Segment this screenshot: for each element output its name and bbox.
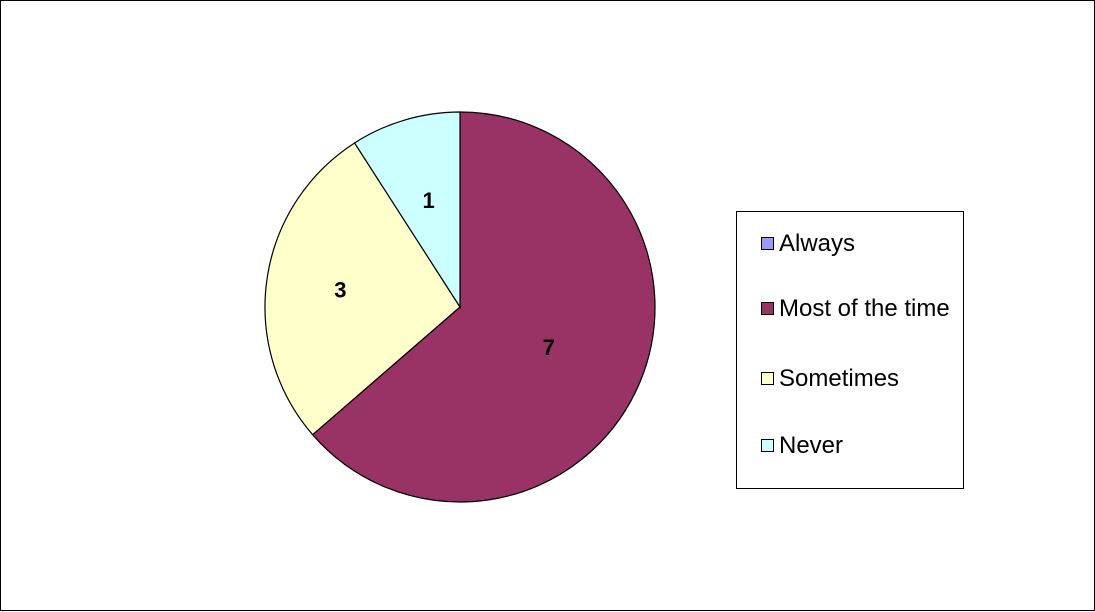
- legend-label-sometimes: Sometimes: [779, 365, 900, 392]
- legend-label-most-of-the-time: Most of the time: [779, 295, 950, 322]
- legend-label-never: Never: [779, 432, 844, 459]
- legend-label-always: Always: [779, 230, 856, 257]
- legend-swatch-most-of-the-time: [761, 302, 774, 315]
- legend-swatch-never: [761, 439, 774, 452]
- data-label-never: 1: [423, 188, 435, 213]
- legend: Always Most of the time Sometimes Never: [736, 211, 964, 489]
- pie-slice-sometimes: [264, 142, 461, 436]
- legend-swatch-always: [761, 237, 774, 250]
- data-label-most-of-the-time: 7: [543, 335, 555, 360]
- data-label-sometimes: 3: [334, 277, 346, 302]
- legend-swatch-sometimes: [761, 372, 774, 385]
- pie-slice-most-of-the-time: [311, 111, 656, 503]
- pie-slice-never: [353, 111, 461, 310]
